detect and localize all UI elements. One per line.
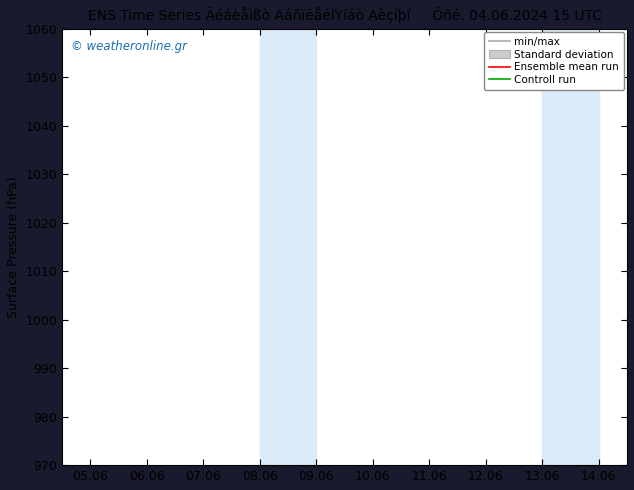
Bar [260, 29, 316, 465]
Y-axis label: Surface Pressure (hPa): Surface Pressure (hPa) [7, 176, 20, 318]
Title: ENS Time Series Äéáèåìßò ÁáñïëåéíÝíáò Áèçíþí     Ôñé. 04.06.2024 15 UTC: ENS Time Series Äéáèåìßò ÁáñïëåéíÝíáò Áè… [87, 7, 602, 24]
Legend: min/max, Standard deviation, Ensemble mean run, Controll run: min/max, Standard deviation, Ensemble me… [484, 32, 624, 90]
Bar [542, 29, 599, 465]
Text: © weatheronline.gr: © weatheronline.gr [71, 40, 186, 53]
